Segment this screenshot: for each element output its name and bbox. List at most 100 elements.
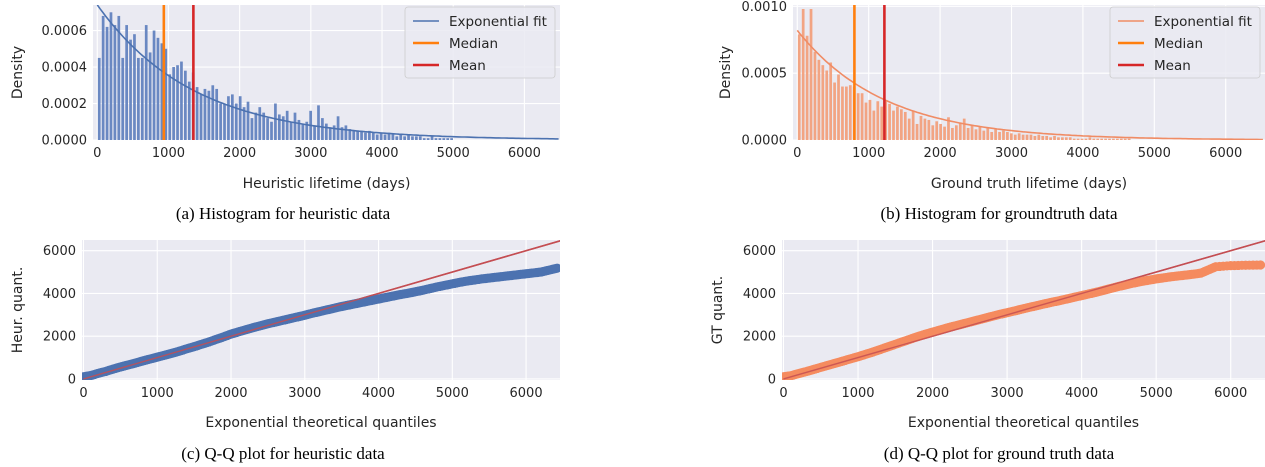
legend-box (1109, 6, 1261, 79)
histogram-bar (907, 118, 911, 140)
x-tick-label: 2000 (214, 386, 247, 401)
histogram-bar (919, 115, 923, 140)
histogram-bar (1123, 138, 1127, 140)
subfigure-caption: (b) Histogram for groundtruth data (881, 204, 1118, 223)
x-tick-label: 0 (793, 146, 801, 161)
y-tick-label: 0 (68, 372, 76, 387)
x-axis-label: Heuristic lifetime (days) (243, 176, 411, 192)
histogram-bar (227, 96, 230, 140)
histogram-bar (1088, 137, 1092, 140)
histogram-bar (371, 132, 375, 140)
y-tick-label: 0.0005 (742, 67, 788, 82)
histogram-bar (986, 127, 990, 140)
histogram-bar (962, 118, 966, 140)
legend-label: Mean (449, 58, 486, 74)
histogram-bar (951, 127, 954, 140)
histogram-bar (281, 116, 285, 140)
subfigure-caption: (d) Q-Q plot for ground truth data (884, 444, 1115, 463)
histogram-bar (872, 110, 876, 140)
histogram-bar (137, 57, 140, 140)
histogram-bar (164, 48, 168, 140)
histogram-bar (978, 126, 982, 140)
histogram-bar (1053, 135, 1056, 140)
histogram-bar (121, 57, 125, 140)
histogram-bar (1029, 134, 1033, 140)
histogram-bar (379, 132, 383, 140)
plot-marks (796, 5, 1263, 140)
histogram-bar (219, 103, 222, 140)
reference-line-overlay (83, 240, 560, 380)
histogram-bar (1084, 138, 1088, 140)
histogram-bar (129, 39, 132, 140)
histogram-bar (1033, 135, 1037, 140)
histogram-bar (1041, 135, 1045, 140)
histogram-bar (407, 134, 410, 140)
histogram-bar (187, 81, 191, 140)
x-tick-label: 3000 (288, 386, 321, 401)
histogram-bar (266, 118, 269, 140)
histogram-bar (317, 105, 320, 140)
histogram-bar (927, 119, 931, 140)
histogram-bar (293, 112, 297, 140)
histogram-bar (896, 106, 899, 140)
histogram-bar (990, 131, 994, 140)
y-tick-label: 0 (768, 372, 776, 387)
histogram-bar (438, 138, 442, 140)
histogram-bar (156, 37, 160, 140)
histogram-bar (974, 129, 978, 140)
histogram-bar (203, 88, 207, 140)
x-tick-label: 6000 (510, 386, 543, 401)
histogram-bar (230, 94, 234, 140)
histogram-bar (833, 82, 836, 140)
x-tick-label: 1000 (152, 146, 185, 161)
legend-label: Median (449, 36, 498, 52)
histogram-bar (430, 136, 434, 140)
histogram-bar (321, 118, 324, 140)
histogram-bar (1104, 138, 1107, 140)
histogram-bar (903, 111, 907, 140)
histogram-bar (1108, 138, 1111, 140)
histogram-bar (1080, 138, 1084, 140)
x-tick-label: 1000 (141, 386, 174, 401)
histogram-bar (324, 123, 328, 140)
histogram-bar (176, 65, 179, 140)
legend: Exponential fit Median Mean (404, 6, 556, 79)
histogram-bar (1112, 138, 1115, 140)
histogram-bar (148, 52, 152, 140)
histogram-bar (923, 118, 927, 140)
x-tick-label: 2000 (916, 386, 949, 401)
x-tick-label: 4000 (365, 146, 398, 161)
histogram-bar (395, 136, 399, 140)
histogram-bar (434, 138, 438, 140)
x-tick-label: 1000 (852, 146, 885, 161)
y-axis-label: GT quant. (710, 276, 726, 345)
y-axis-label: Heur. quant. (10, 267, 26, 354)
y-tick-label: 0.0004 (42, 61, 88, 76)
histogram-bar (970, 125, 974, 140)
histogram-bar (947, 117, 950, 140)
histogram-bar (931, 125, 935, 140)
x-tick-label: 1000 (841, 386, 874, 401)
histogram-bar (982, 130, 986, 140)
histogram-bar (446, 138, 450, 140)
histogram-bars (97, 12, 453, 140)
x-tick-label: 3000 (991, 386, 1024, 401)
histogram-bar (797, 34, 801, 140)
histogram-bar (356, 130, 360, 140)
histogram-bar (172, 67, 175, 140)
histogram-bar (1068, 137, 1072, 140)
legend-label: Median (1154, 36, 1203, 52)
y-tick-label: 0.0000 (42, 134, 88, 149)
histogram-bar (105, 26, 109, 140)
histogram-bar (332, 125, 336, 140)
histogram-bar (305, 121, 309, 140)
histogram-bar (801, 9, 805, 140)
histogram-bar (817, 59, 821, 140)
x-tick-label: 5000 (1138, 146, 1171, 161)
y-tick-label: 0.0010 (742, 0, 788, 15)
histogram-bar (1061, 137, 1064, 140)
histogram-bar (998, 131, 1001, 140)
histogram-bar (242, 107, 246, 140)
y-tick-label: 6000 (43, 244, 76, 259)
